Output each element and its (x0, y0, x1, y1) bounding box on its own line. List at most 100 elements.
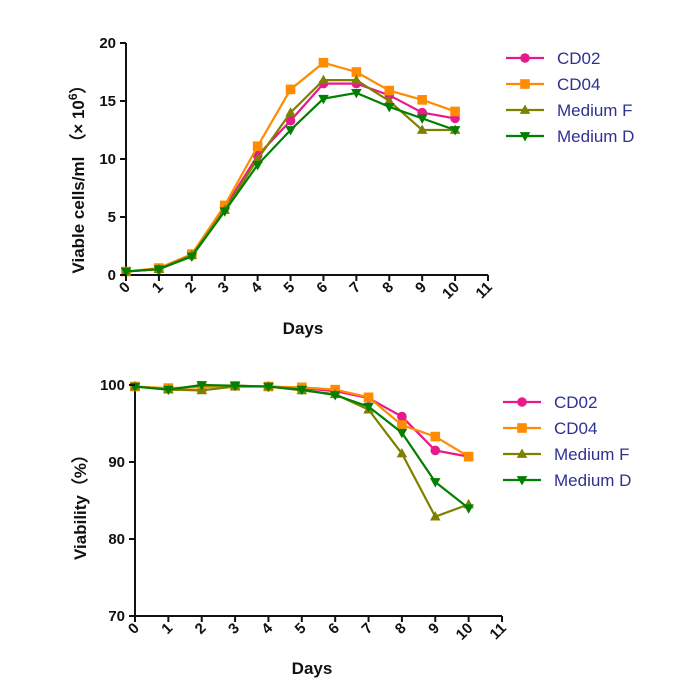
legend-label: CD02 (557, 49, 600, 68)
data-point-medium-d (153, 265, 165, 275)
x-tick-label: 5 (292, 620, 310, 638)
x-axis-title: Days (292, 659, 333, 678)
y-tick-label: 80 (108, 531, 125, 548)
x-tick-label: 0 (125, 620, 143, 638)
data-point-medium-d (351, 89, 362, 99)
legend-marker (517, 423, 527, 433)
data-point-medium-f (383, 95, 395, 105)
data-point-cd04 (351, 67, 362, 77)
x-tick-label: 11 (487, 620, 510, 643)
series-line-cd04 (134, 384, 470, 458)
legend-label: CD02 (554, 393, 597, 412)
legend-label: Medium D (554, 471, 631, 490)
data-point-cd04 (417, 95, 427, 105)
x-tick-label: 7 (346, 279, 364, 297)
x-tick-label: 8 (392, 620, 410, 638)
data-point-cd02 (430, 445, 441, 456)
y-axis-title-close: ） (68, 76, 88, 93)
data-point-cd04 (384, 85, 395, 96)
x-tick-label: 0 (116, 279, 134, 297)
data-point-medium-d (416, 114, 428, 124)
y-axis-title-exponent: 6 (66, 93, 80, 100)
data-point-medium-d (229, 381, 241, 392)
x-tick-label: 5 (280, 279, 298, 297)
x-tick-label: 1 (158, 620, 176, 638)
data-point-cd04 (450, 106, 460, 117)
data-point-medium-f (429, 511, 441, 521)
data-point-medium-d (449, 126, 461, 136)
x-tick-label: 3 (215, 279, 233, 297)
legend-label: Medium D (557, 127, 634, 146)
x-tick-label: 4 (258, 619, 276, 637)
data-point-cd04 (430, 431, 441, 442)
data-point-medium-d (296, 385, 308, 396)
y-tick-label: 10 (99, 151, 116, 168)
data-point-medium-d (396, 428, 408, 439)
legend-label: Medium F (554, 445, 630, 464)
x-tick-label: 6 (313, 279, 331, 297)
legend-marker (517, 397, 527, 407)
x-tick-label: 2 (192, 620, 210, 638)
legend: CD02 CD04 Medium F Medium D (506, 49, 634, 146)
viability-chart: 0 1 2 3 4 5 6 7 8 9 10 11 70 80 90 100 CD02 CD04 Medium … (70, 377, 631, 678)
data-point-medium-d (263, 382, 274, 393)
x-tick-label: 8 (379, 279, 397, 297)
legend: CD02 CD04 Medium F Medium D (503, 393, 631, 490)
y-axis-title: Viability（%） (70, 446, 90, 560)
x-tick-label: 3 (225, 620, 243, 638)
data-point-cd04 (285, 84, 296, 95)
x-tick-label: 7 (358, 620, 376, 638)
data-point-medium-f (396, 448, 408, 458)
series-line-medium-d (134, 383, 470, 510)
x-tick-label: 1 (149, 279, 167, 297)
data-point-medium-f (318, 74, 329, 84)
data-point-medium-d (463, 504, 474, 514)
data-point-cd04 (363, 392, 374, 403)
x-tick-label: 9 (425, 620, 443, 638)
y-tick-label: 70 (108, 608, 125, 625)
legend-marker (519, 132, 531, 142)
data-point-cd04 (463, 451, 474, 462)
legend-label: Medium F (557, 101, 633, 120)
y-tick-label: 90 (108, 454, 125, 471)
y-axis-title: Viable cells/ml （× 106） (66, 76, 88, 273)
data-point-cd04 (252, 141, 263, 152)
y-tick-label: 5 (108, 209, 116, 226)
x-tick-label: 2 (182, 279, 200, 297)
legend-marker (516, 448, 528, 458)
x-tick-label: 10 (453, 620, 477, 644)
data-point-medium-d (429, 478, 441, 488)
data-point-medium-d (252, 160, 263, 171)
data-point-medium-d (363, 402, 374, 413)
y-tick-label: 15 (99, 93, 116, 110)
series-line-cd02 (134, 384, 469, 458)
data-point-medium-d (186, 252, 198, 262)
data-point-cd02 (397, 411, 407, 422)
data-point-medium-d (285, 126, 296, 136)
x-tick-label: 11 (473, 279, 496, 302)
y-axis-title-main: Viable cells/ml (69, 157, 88, 274)
data-point-medium-d (219, 207, 231, 217)
data-point-cd02 (285, 115, 296, 126)
legend-marker (520, 79, 530, 89)
data-point-medium-d (383, 102, 395, 113)
data-point-medium-f (351, 74, 362, 84)
x-axis-title: Days (283, 319, 324, 338)
legend-label: CD04 (557, 75, 600, 94)
data-point-medium-d (318, 94, 329, 105)
data-point-medium-f (285, 107, 296, 117)
y-tick-label: 20 (99, 35, 116, 52)
data-point-medium-d (196, 381, 208, 391)
legend-marker (520, 53, 530, 63)
x-tick-label: 10 (439, 279, 463, 303)
y-tick-label: 0 (108, 267, 116, 284)
data-point-medium-d (329, 391, 341, 401)
x-tick-label: 4 (248, 278, 266, 296)
legend-marker (516, 476, 528, 486)
y-tick-label: 100 (100, 377, 125, 394)
x-tick-label: 6 (325, 620, 343, 638)
data-point-cd04 (318, 57, 329, 68)
data-point-cd04 (397, 420, 407, 430)
